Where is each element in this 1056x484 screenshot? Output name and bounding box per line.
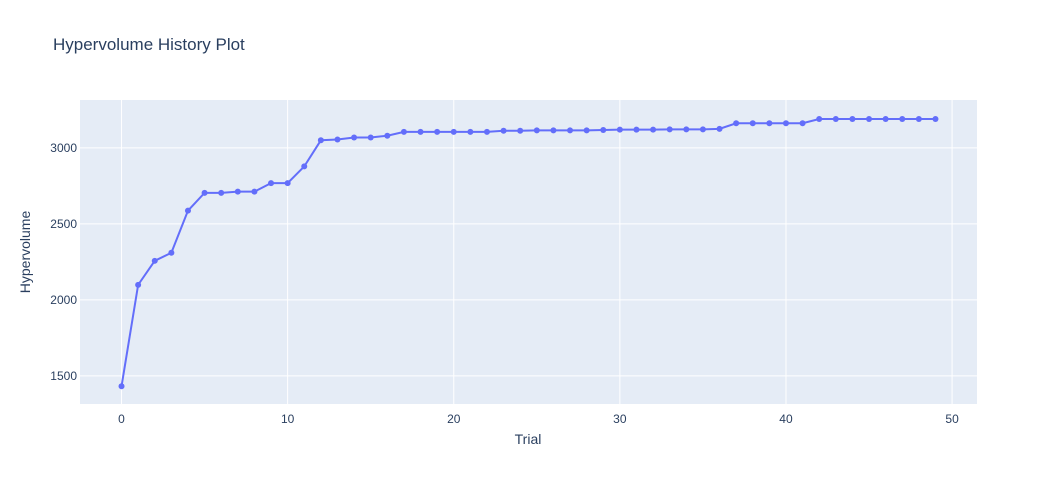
data-point[interactable] <box>317 137 324 144</box>
data-point[interactable] <box>151 257 158 264</box>
data-point[interactable] <box>666 126 673 133</box>
x-tick-label: 50 <box>945 412 959 426</box>
data-point[interactable] <box>184 207 191 214</box>
data-point[interactable] <box>600 126 607 133</box>
data-point[interactable] <box>135 281 142 288</box>
data-point[interactable] <box>699 126 706 133</box>
data-point[interactable] <box>932 116 939 122</box>
data-point[interactable] <box>533 127 540 134</box>
x-tick-label: 20 <box>447 412 461 426</box>
data-point[interactable] <box>517 127 524 134</box>
data-point[interactable] <box>201 189 208 196</box>
data-point[interactable] <box>866 116 873 122</box>
y-tick-label: 2000 <box>50 293 77 307</box>
y-tick-label: 1500 <box>50 369 77 383</box>
x-axis-title: Trial <box>515 431 542 447</box>
data-point[interactable] <box>616 126 623 133</box>
x-tick-label: 10 <box>281 412 295 426</box>
data-point[interactable] <box>168 249 175 256</box>
data-point[interactable] <box>450 128 457 135</box>
data-point[interactable] <box>567 127 574 134</box>
data-point[interactable] <box>467 128 474 135</box>
data-point[interactable] <box>882 116 889 122</box>
data-point[interactable] <box>118 383 125 390</box>
x-tick-label: 40 <box>779 412 793 426</box>
data-point[interactable] <box>301 163 308 170</box>
data-point[interactable] <box>268 180 275 187</box>
data-point[interactable] <box>899 116 906 122</box>
data-point[interactable] <box>218 189 225 196</box>
data-point[interactable] <box>351 134 358 141</box>
series-layer <box>118 116 939 390</box>
data-point[interactable] <box>434 128 441 135</box>
data-point[interactable] <box>633 126 640 133</box>
data-point[interactable] <box>816 116 823 122</box>
data-point[interactable] <box>915 116 922 122</box>
plot-area <box>80 100 977 404</box>
data-point[interactable] <box>400 128 407 135</box>
data-point[interactable] <box>483 128 490 135</box>
data-point[interactable] <box>500 127 507 134</box>
data-point[interactable] <box>683 126 690 133</box>
chart-title: Hypervolume History Plot <box>53 35 245 54</box>
data-point[interactable] <box>716 125 723 132</box>
data-point[interactable] <box>384 132 391 139</box>
data-point[interactable] <box>749 120 756 127</box>
y-axis-title: Hypervolume <box>17 211 33 294</box>
data-point[interactable] <box>782 120 789 127</box>
data-point[interactable] <box>284 180 291 187</box>
y-tick-label: 2500 <box>50 217 77 231</box>
data-point[interactable] <box>367 134 374 141</box>
data-point[interactable] <box>234 188 241 195</box>
data-point[interactable] <box>766 120 773 127</box>
data-point[interactable] <box>417 128 424 135</box>
data-point[interactable] <box>550 127 557 134</box>
data-point[interactable] <box>251 188 258 195</box>
grid <box>80 100 977 404</box>
data-point[interactable] <box>849 116 856 122</box>
data-point[interactable] <box>799 120 806 127</box>
data-point[interactable] <box>650 126 657 133</box>
tick-labels: 0 10 20 30 40 50 1500 2000 2500 3000 <box>50 141 959 426</box>
y-tick-label: 3000 <box>50 141 77 155</box>
data-point[interactable] <box>334 136 341 143</box>
data-point[interactable] <box>832 116 839 122</box>
x-tick-label: 0 <box>118 412 125 426</box>
data-point[interactable] <box>583 127 590 134</box>
x-tick-label: 30 <box>613 412 627 426</box>
data-point[interactable] <box>733 120 740 127</box>
